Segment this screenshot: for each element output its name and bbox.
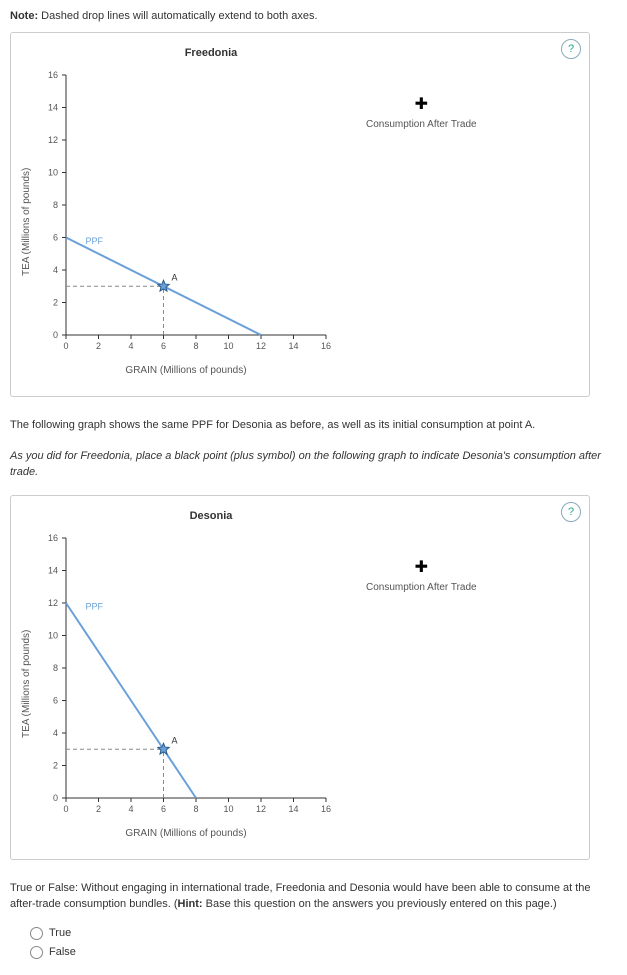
svg-text:4: 4	[128, 804, 133, 814]
svg-text:0: 0	[53, 330, 58, 340]
radio-icon	[30, 946, 43, 959]
svg-text:A: A	[172, 272, 178, 282]
help-button[interactable]: ?	[561, 39, 581, 59]
true-false-prompt: True or False: Without engaging in inter…	[10, 880, 617, 913]
svg-text:8: 8	[193, 804, 198, 814]
radio-label: False	[49, 946, 76, 958]
svg-text:2: 2	[53, 760, 58, 770]
svg-text:12: 12	[256, 804, 266, 814]
svg-text:10: 10	[48, 168, 58, 178]
help-button[interactable]: ?	[561, 502, 581, 522]
y-axis-label: TEA (Millions of pounds)	[21, 112, 32, 332]
svg-text:4: 4	[128, 341, 133, 351]
svg-text:6: 6	[53, 695, 58, 705]
svg-text:4: 4	[53, 728, 58, 738]
plus-icon: ✚	[415, 97, 428, 113]
chart-title: Desonia	[61, 510, 361, 522]
svg-text:6: 6	[53, 233, 58, 243]
radio-icon	[30, 927, 43, 940]
graph-panel-desonia: ? Desonia TEA (Millions of pounds) 0 2 4 6 8…	[10, 495, 590, 860]
tf-text-2: Base this question on the answers you pr…	[203, 898, 557, 910]
graph-panel-freedonia: ? Freedonia TEA (Millions of pounds) 0 2 4…	[10, 32, 590, 397]
svg-text:A: A	[172, 735, 178, 745]
svg-text:16: 16	[48, 533, 58, 543]
plot-area[interactable]: 0 2 4 6 8 10 12 14 16 0 2 4 6 8 10 12 14 16 PPF A GRAIN (Mi…	[36, 530, 336, 839]
svg-text:2: 2	[96, 341, 101, 351]
x-axis-label: GRAIN (Millions of pounds)	[36, 365, 336, 376]
svg-text:8: 8	[53, 200, 58, 210]
svg-text:8: 8	[193, 341, 198, 351]
svg-text:10: 10	[223, 804, 233, 814]
chart-title: Freedonia	[61, 47, 361, 59]
svg-text:14: 14	[48, 565, 58, 575]
legend[interactable]: ✚ Consumption After Trade	[366, 97, 477, 130]
svg-text:10: 10	[223, 341, 233, 351]
legend-label: Consumption After Trade	[366, 119, 477, 130]
radio-option-true[interactable]: True	[30, 927, 617, 940]
svg-text:14: 14	[288, 804, 298, 814]
mid-paragraph-2: As you did for Freedonia, place a black …	[10, 448, 617, 481]
svg-text:2: 2	[53, 298, 58, 308]
plot-area[interactable]: 0 2 4 6 8 10 12 14 16 0 2 4 6 8 10 12 14 16 PPF A GRAIN (Mi…	[36, 67, 336, 376]
svg-text:PPF: PPF	[86, 236, 104, 246]
radio-option-false[interactable]: False	[30, 946, 617, 959]
svg-text:16: 16	[48, 70, 58, 80]
svg-text:0: 0	[63, 804, 68, 814]
note-line: Note: Dashed drop lines will automatical…	[10, 10, 617, 22]
svg-text:12: 12	[48, 598, 58, 608]
svg-text:12: 12	[48, 135, 58, 145]
plus-icon: ✚	[415, 560, 428, 576]
svg-text:2: 2	[96, 804, 101, 814]
svg-text:0: 0	[53, 793, 58, 803]
note-text: Dashed drop lines will automatically ext…	[38, 10, 317, 22]
svg-text:14: 14	[288, 341, 298, 351]
svg-text:16: 16	[321, 804, 331, 814]
svg-text:6: 6	[161, 341, 166, 351]
svg-text:PPF: PPF	[86, 601, 104, 611]
svg-text:12: 12	[256, 341, 266, 351]
tf-hint-label: Hint:	[178, 898, 203, 910]
svg-text:4: 4	[53, 265, 58, 275]
svg-text:16: 16	[321, 341, 331, 351]
mid-paragraph-1: The following graph shows the same PPF f…	[10, 417, 617, 434]
svg-text:14: 14	[48, 103, 58, 113]
x-axis-label: GRAIN (Millions of pounds)	[36, 828, 336, 839]
svg-text:6: 6	[161, 804, 166, 814]
svg-text:0: 0	[63, 341, 68, 351]
note-prefix: Note:	[10, 10, 38, 22]
legend[interactable]: ✚ Consumption After Trade	[366, 560, 477, 593]
svg-text:8: 8	[53, 663, 58, 673]
legend-label: Consumption After Trade	[366, 582, 477, 593]
svg-text:10: 10	[48, 630, 58, 640]
y-axis-label: TEA (Millions of pounds)	[21, 574, 32, 794]
radio-label: True	[49, 927, 71, 939]
